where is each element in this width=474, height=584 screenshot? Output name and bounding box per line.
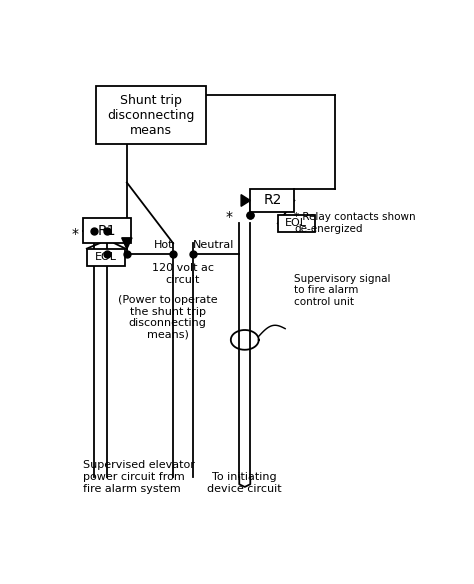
- Bar: [278, 215, 315, 232]
- Bar: [96, 86, 206, 144]
- Text: Supervised elevator
power circuit from
fire alarm system: Supervised elevator power circuit from f…: [83, 460, 195, 493]
- Text: Supervisory signal
to fire alarm
control unit: Supervisory signal to fire alarm control…: [294, 274, 391, 307]
- Text: Shunt trip
disconnecting
means: Shunt trip disconnecting means: [108, 93, 195, 137]
- Text: To initiating
device circuit: To initiating device circuit: [208, 472, 282, 493]
- Polygon shape: [122, 238, 132, 249]
- Bar: [250, 189, 294, 212]
- Polygon shape: [241, 194, 250, 206]
- Text: 120 volt ac
circuit: 120 volt ac circuit: [152, 263, 214, 285]
- Text: *: *: [71, 227, 78, 241]
- Text: R1: R1: [98, 224, 116, 238]
- Text: Neutral: Neutral: [193, 240, 235, 250]
- Bar: [87, 249, 125, 266]
- Text: R2: R2: [263, 193, 282, 207]
- Text: *: *: [226, 210, 232, 224]
- Text: * Relay contacts shown
de-energized: * Relay contacts shown de-energized: [294, 212, 416, 234]
- Text: EOL: EOL: [285, 218, 307, 228]
- Text: Hot: Hot: [154, 240, 173, 250]
- Bar: [83, 218, 131, 243]
- Text: EOL: EOL: [95, 252, 117, 262]
- Text: (Power to operate
the shunt trip
disconnecting
means): (Power to operate the shunt trip disconn…: [118, 295, 218, 340]
